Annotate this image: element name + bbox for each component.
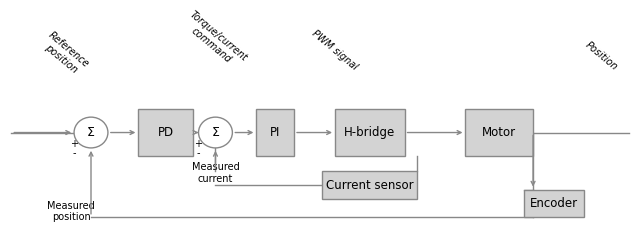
Text: +: + [70, 139, 78, 149]
Circle shape [198, 117, 232, 148]
Text: Reference
position: Reference position [39, 30, 91, 78]
Bar [138, 109, 193, 156]
Circle shape [74, 117, 108, 148]
Text: Torque/current
command: Torque/current command [180, 9, 250, 72]
Text: Encoder: Encoder [530, 197, 578, 210]
Text: PD: PD [157, 126, 173, 139]
Text: $\Sigma$: $\Sigma$ [211, 126, 220, 139]
Text: PWM signal: PWM signal [310, 28, 360, 72]
Text: H-bridge: H-bridge [344, 126, 396, 139]
Text: Position: Position [584, 39, 620, 72]
Text: $\Sigma$: $\Sigma$ [86, 126, 95, 139]
Bar [465, 109, 533, 156]
Bar [256, 109, 294, 156]
Text: -: - [196, 148, 200, 158]
Bar [323, 172, 417, 199]
Bar [335, 109, 404, 156]
Text: -: - [72, 148, 76, 158]
Text: Current sensor: Current sensor [326, 179, 413, 191]
Text: +: + [195, 139, 202, 149]
Text: Measured
position: Measured position [47, 201, 95, 222]
Text: PI: PI [270, 126, 280, 139]
Bar [524, 190, 584, 217]
Text: Motor: Motor [482, 126, 516, 139]
Text: Measured
current: Measured current [191, 163, 239, 184]
